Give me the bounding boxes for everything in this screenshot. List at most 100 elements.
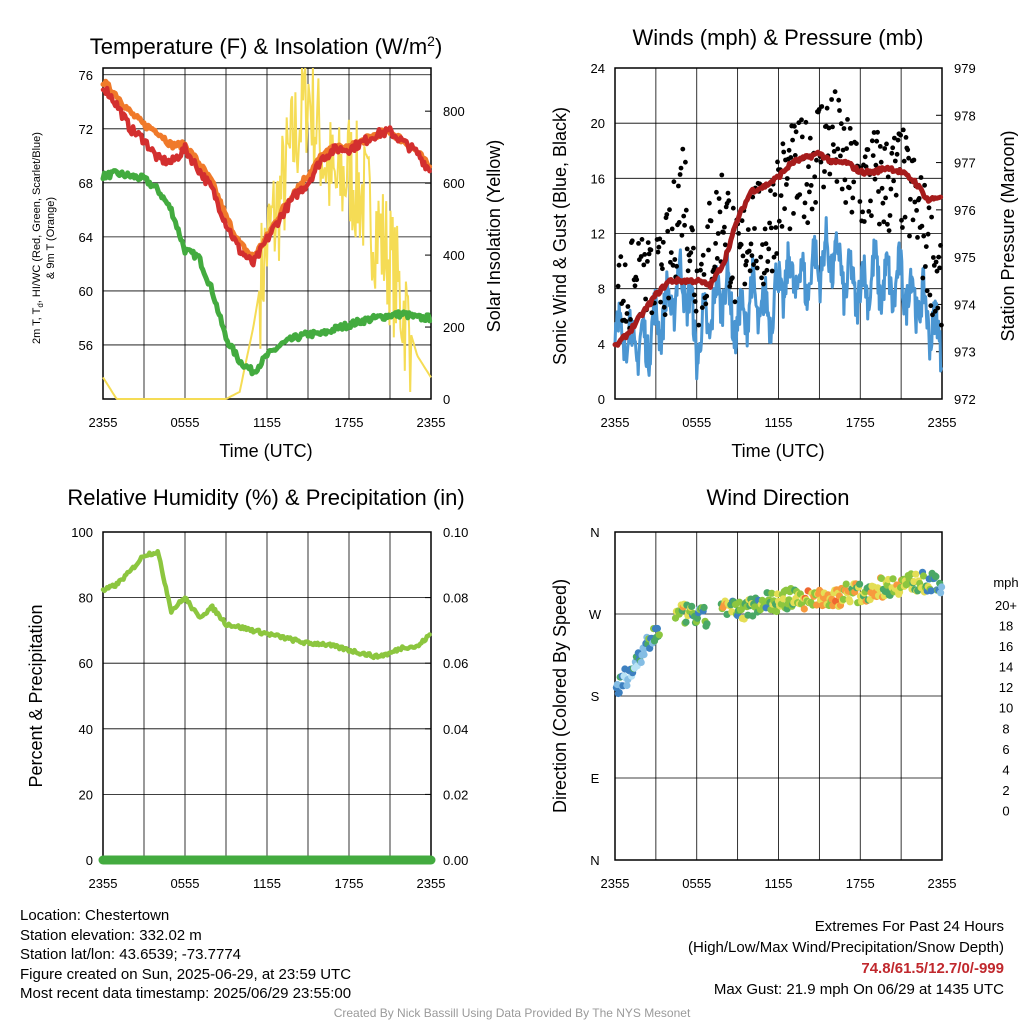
dir-xtick-label: 1155 bbox=[765, 876, 793, 891]
gust-point bbox=[685, 268, 691, 274]
gust-point bbox=[765, 259, 771, 264]
colorbar-label: 10 bbox=[999, 701, 1013, 716]
gust-point bbox=[782, 206, 787, 212]
gust-point bbox=[927, 292, 933, 298]
gust-point bbox=[668, 250, 674, 256]
gust-point bbox=[764, 267, 770, 273]
rh-y2tick-label: 0.10 bbox=[443, 525, 468, 540]
gust-point bbox=[714, 256, 720, 261]
gust-point bbox=[936, 254, 942, 260]
direction-point bbox=[779, 595, 787, 603]
gust-point bbox=[834, 179, 840, 184]
gust-point bbox=[935, 305, 941, 311]
gust-point bbox=[845, 117, 850, 122]
gust-point bbox=[812, 174, 818, 180]
gust-point bbox=[930, 312, 935, 318]
gust-point bbox=[878, 159, 884, 165]
gust-point bbox=[903, 135, 909, 140]
wind-xtick-label: 1755 bbox=[846, 415, 875, 430]
temp-ylabel-left-2: & 9m T (Orange) bbox=[45, 197, 57, 279]
colorbar-title: mph bbox=[993, 575, 1018, 590]
gust-point bbox=[621, 298, 626, 304]
gust-point bbox=[908, 196, 913, 202]
gust-point bbox=[742, 281, 748, 287]
gust-point bbox=[752, 226, 757, 231]
gust-point bbox=[740, 253, 746, 259]
gust-point bbox=[808, 183, 814, 188]
gust-point bbox=[739, 218, 745, 224]
wind-y2tick-label: 975 bbox=[954, 250, 976, 265]
temp-y2tick-label: 600 bbox=[443, 176, 465, 191]
colorbar-label: 0 bbox=[1002, 803, 1009, 818]
gust-point bbox=[877, 144, 883, 149]
created-text: Figure created on Sun, 2025-06-29, at 23… bbox=[20, 965, 352, 983]
gust-point bbox=[922, 182, 927, 188]
gust-point bbox=[804, 182, 810, 187]
gust-point bbox=[691, 292, 697, 298]
direction-point bbox=[919, 572, 928, 580]
gust-point bbox=[899, 217, 904, 223]
temp-2m-line bbox=[100, 85, 432, 268]
gust-point bbox=[802, 200, 808, 206]
direction-point bbox=[640, 651, 648, 659]
gust-point bbox=[831, 149, 837, 154]
direction-point bbox=[693, 614, 702, 622]
gust-point bbox=[920, 275, 926, 281]
colorbar-label: 20+ bbox=[995, 598, 1017, 613]
temp-y2tick-label: 400 bbox=[443, 248, 465, 263]
rh-xtick-label: 1755 bbox=[335, 876, 364, 891]
gust-point bbox=[813, 200, 818, 205]
rh-ytick-label: 80 bbox=[79, 591, 93, 606]
temp-frame bbox=[102, 67, 432, 400]
gust-point bbox=[730, 205, 736, 211]
wind-frame bbox=[614, 67, 943, 400]
direction-point bbox=[653, 624, 662, 633]
gust-point bbox=[824, 105, 830, 111]
gust-point bbox=[641, 262, 647, 268]
gust-point bbox=[931, 255, 936, 260]
gust-point bbox=[787, 226, 793, 232]
direction-point bbox=[846, 598, 854, 606]
gust-point bbox=[669, 226, 675, 232]
gust-point bbox=[615, 283, 621, 289]
gust-point bbox=[749, 253, 755, 258]
gust-point bbox=[738, 242, 744, 248]
gust-point bbox=[821, 184, 826, 190]
gust-point bbox=[762, 226, 768, 232]
gust-point bbox=[622, 262, 628, 268]
gust-point bbox=[906, 155, 911, 161]
rh-ylabel-left: Percent & Precipitation bbox=[26, 604, 46, 787]
rh-y2tick-label: 0.06 bbox=[443, 656, 468, 671]
gust-point bbox=[616, 262, 622, 268]
gust-point bbox=[862, 154, 868, 160]
gust-point bbox=[822, 169, 827, 174]
gust-point bbox=[781, 149, 787, 155]
gust-point bbox=[677, 172, 683, 177]
direction-point bbox=[839, 595, 848, 603]
gust-point bbox=[667, 207, 672, 213]
gust-point bbox=[676, 220, 682, 225]
gust-point bbox=[870, 153, 876, 159]
gust-point bbox=[761, 281, 766, 287]
gust-point bbox=[880, 200, 886, 206]
gust-point bbox=[844, 146, 849, 152]
gust-point bbox=[772, 192, 778, 198]
gust-point bbox=[784, 182, 789, 187]
gust-point bbox=[902, 214, 908, 220]
gust-point bbox=[767, 220, 772, 226]
direction-point bbox=[623, 681, 631, 690]
gust-point bbox=[768, 188, 773, 194]
direction-point bbox=[768, 589, 776, 597]
wind-ytick-label: 4 bbox=[598, 337, 605, 352]
dir-ylabel-left: Direction (Colored By Speed) bbox=[550, 579, 570, 813]
gust-point bbox=[885, 221, 890, 227]
gust-point bbox=[661, 304, 667, 310]
gust-point bbox=[838, 153, 843, 159]
gust-point bbox=[884, 141, 889, 147]
dir-ytick-label: S bbox=[591, 689, 600, 704]
temp-xtick-label: 1155 bbox=[253, 415, 281, 430]
temp-ytick-label: 76 bbox=[79, 68, 93, 83]
temp-ytick-label: 72 bbox=[79, 122, 93, 137]
gust-point bbox=[876, 189, 881, 194]
